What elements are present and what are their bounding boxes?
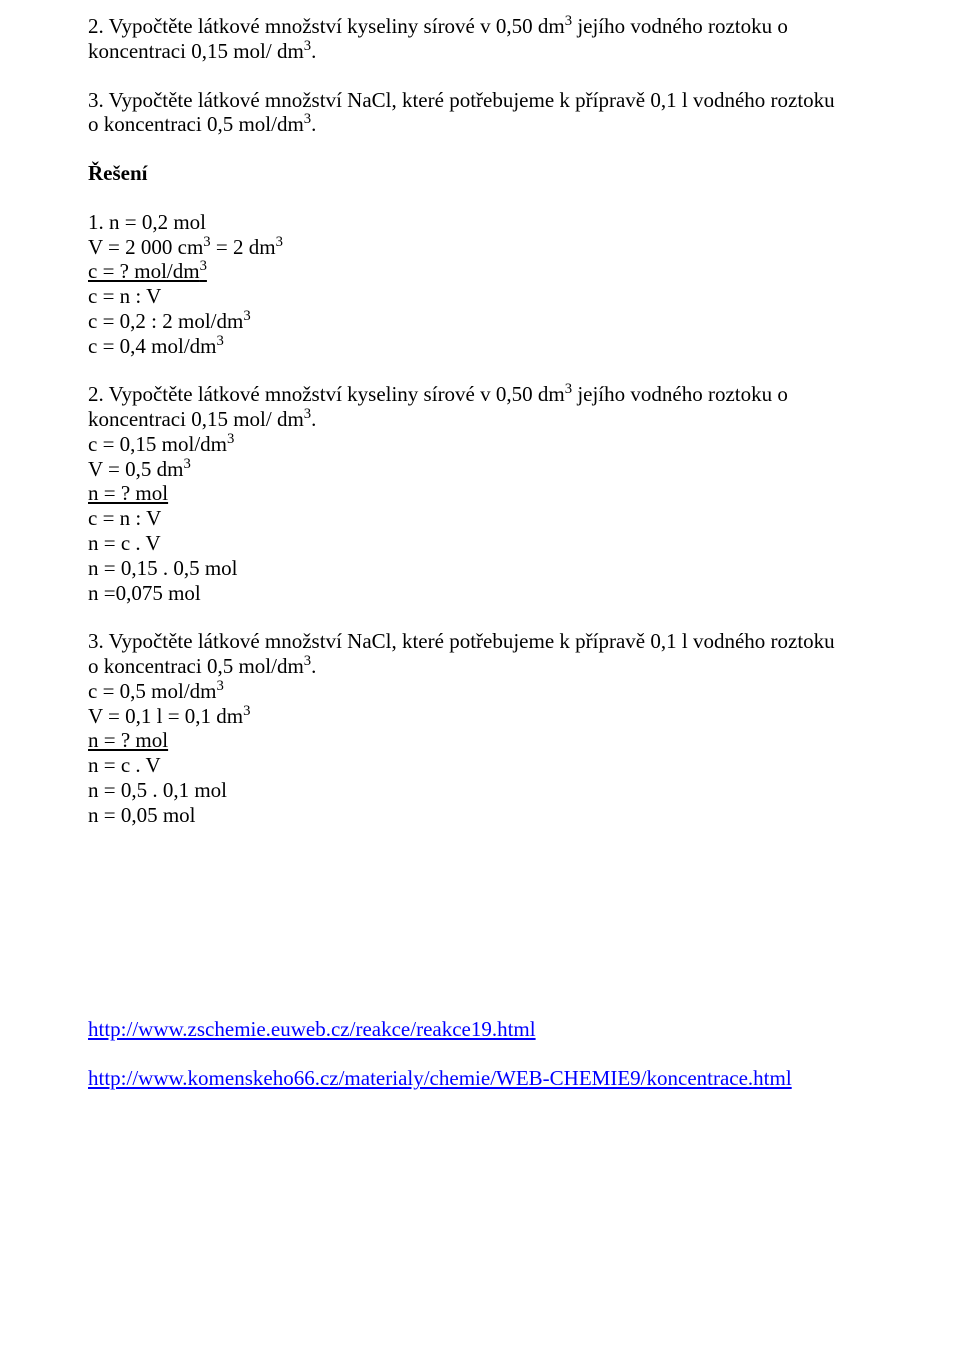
solution-3: 3. Vypočtěte látkové množství NaCl, kter…	[88, 629, 872, 827]
text-underline: c = ? mol/dm3	[88, 259, 207, 283]
sol2-line: 2. Vypočtěte látkové množství kyseliny s…	[88, 382, 872, 407]
reference-link-1[interactable]: http://www.zschemie.euweb.cz/reakce/reak…	[88, 1017, 872, 1042]
problem-3: 3. Vypočtěte látkové množství NaCl, kter…	[88, 88, 872, 138]
sol3-line: c = 0,5 mol/dm3	[88, 679, 872, 704]
problem-2-line-1: 2. Vypočtěte látkové množství kyseliny s…	[88, 14, 872, 39]
problem-2: 2. Vypočtěte látkové množství kyseliny s…	[88, 14, 872, 64]
sol3-line: n = ? mol	[88, 728, 872, 753]
text: jejího vodného roztoku o	[572, 14, 788, 38]
sol2-line: c = n : V	[88, 506, 872, 531]
sol3-line: n = c . V	[88, 753, 872, 778]
sol2-line: n =0,075 mol	[88, 581, 872, 606]
text: .	[311, 112, 316, 136]
text: .	[311, 654, 316, 678]
sol1-line: c = ? mol/dm3	[88, 259, 872, 284]
sol3-line: o koncentraci 0,5 mol/dm3.	[88, 654, 872, 679]
text: o koncentraci 0,5 mol/dm	[88, 654, 304, 678]
text: c = 0,5 mol/dm	[88, 679, 217, 703]
sol1-line: 1. n = 0,2 mol	[88, 210, 872, 235]
text-underline: n = ? mol	[88, 728, 168, 752]
sup: 3	[227, 431, 234, 447]
text: 2. Vypočtěte látkové množství kyseliny s…	[88, 382, 565, 406]
sup: 3	[183, 456, 190, 472]
sup: 3	[565, 381, 572, 397]
sup: 3	[243, 703, 250, 719]
sol2-line: koncentraci 0,15 mol/ dm3.	[88, 407, 872, 432]
sol1-line: c = n : V	[88, 284, 872, 309]
text: c = ? mol/dm	[88, 259, 200, 283]
sol1-line: V = 2 000 cm3 = 2 dm3	[88, 235, 872, 260]
text: c = 0,2 : 2 mol/dm	[88, 309, 243, 333]
sup: 3	[565, 13, 572, 29]
sup: 3	[243, 308, 250, 324]
solution-1: 1. n = 0,2 mol V = 2 000 cm3 = 2 dm3 c =…	[88, 210, 872, 359]
sol2-line: V = 0,5 dm3	[88, 457, 872, 482]
sol1-line: c = 0,2 : 2 mol/dm3	[88, 309, 872, 334]
text-underline: n = ? mol	[88, 481, 168, 505]
sup: 3	[217, 333, 224, 349]
sol2-line: n = ? mol	[88, 481, 872, 506]
solutions-heading: Řešení	[88, 161, 872, 186]
text: .	[311, 39, 316, 63]
text: koncentraci 0,15 mol/ dm	[88, 39, 304, 63]
reference-link-2[interactable]: http://www.komenskeho66.cz/materialy/che…	[88, 1066, 872, 1091]
text: o koncentraci 0,5 mol/dm	[88, 112, 304, 136]
problem-3-line-2: o koncentraci 0,5 mol/dm3.	[88, 112, 872, 137]
text: V = 0,1 l = 0,1 dm	[88, 704, 243, 728]
text: c = 0,15 mol/dm	[88, 432, 227, 456]
sol3-line: V = 0,1 l = 0,1 dm3	[88, 704, 872, 729]
sup: 3	[276, 234, 283, 250]
sup: 3	[217, 678, 224, 694]
text: jejího vodného roztoku o	[572, 382, 788, 406]
text: c = 0,4 mol/dm	[88, 334, 217, 358]
text: V = 2 000 cm	[88, 235, 203, 259]
text: 2. Vypočtěte látkové množství kyseliny s…	[88, 14, 565, 38]
problem-2-line-2: koncentraci 0,15 mol/ dm3.	[88, 39, 872, 64]
text: koncentraci 0,15 mol/ dm	[88, 407, 304, 431]
sol3-line: n = 0,05 mol	[88, 803, 872, 828]
sol2-line: n = c . V	[88, 531, 872, 556]
solution-2: 2. Vypočtěte látkové množství kyseliny s…	[88, 382, 872, 605]
reference-links: http://www.zschemie.euweb.cz/reakce/reak…	[88, 1017, 872, 1091]
sol1-line: c = 0,4 mol/dm3	[88, 334, 872, 359]
sol3-line: n = 0,5 . 0,1 mol	[88, 778, 872, 803]
sol3-line: 3. Vypočtěte látkové množství NaCl, kter…	[88, 629, 872, 654]
sup: 3	[203, 234, 210, 250]
text: .	[311, 407, 316, 431]
text: = 2 dm	[211, 235, 276, 259]
sol2-line: n = 0,15 . 0,5 mol	[88, 556, 872, 581]
text: V = 0,5 dm	[88, 457, 183, 481]
sol2-line: c = 0,15 mol/dm3	[88, 432, 872, 457]
problem-3-line-1: 3. Vypočtěte látkové množství NaCl, kter…	[88, 88, 872, 113]
sup: 3	[200, 258, 207, 274]
document-page: 2. Vypočtěte látkové množství kyseliny s…	[0, 0, 960, 1091]
